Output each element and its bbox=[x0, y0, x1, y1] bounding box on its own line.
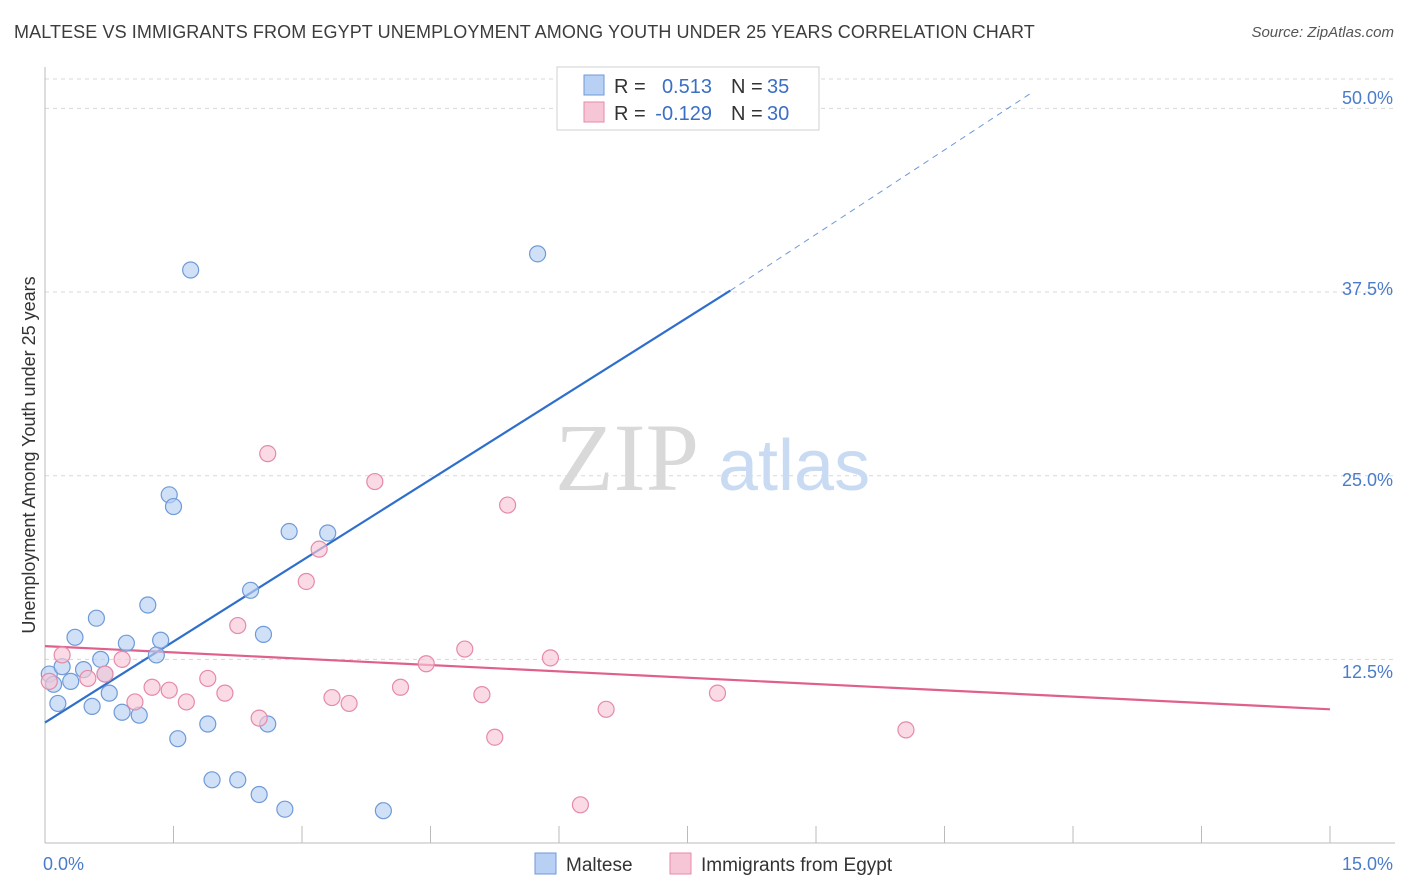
egypt-point-15 bbox=[310, 540, 328, 558]
maltese-point-13 bbox=[117, 634, 135, 652]
bottom-legend-label-maltese: Maltese bbox=[566, 855, 633, 876]
egypt-point-17 bbox=[340, 694, 358, 713]
chart-title: MALTESE VS IMMIGRANTS FROM EGYPT UNEMPLO… bbox=[14, 22, 1035, 42]
maltese-point-20 bbox=[169, 730, 187, 748]
maltese-point-21 bbox=[182, 261, 200, 279]
egypt-point-8 bbox=[177, 693, 195, 711]
y-tick-label-25: 25.0% bbox=[1342, 470, 1393, 490]
egypt-point-10 bbox=[216, 684, 234, 702]
egypt-point-12 bbox=[250, 709, 268, 727]
egypt-point-4 bbox=[113, 650, 131, 668]
y-tick-label-37-5: 37.5% bbox=[1342, 279, 1393, 299]
maltese-point-27 bbox=[254, 625, 273, 643]
legend-n-value-maltese: 35 bbox=[767, 76, 789, 98]
egypt-point-26 bbox=[571, 796, 590, 814]
maltese-point-26 bbox=[250, 785, 268, 804]
watermark-atlas: atlas bbox=[718, 426, 870, 506]
maltese-point-4 bbox=[62, 672, 80, 690]
egypt-point-28 bbox=[708, 684, 727, 702]
maltese-point-8 bbox=[87, 609, 106, 627]
egypt-point-22 bbox=[473, 686, 491, 704]
y-tick-label-12-5: 12.5% bbox=[1342, 662, 1393, 682]
trend-line-egypt bbox=[44, 645, 1331, 711]
top-legend: R = 0.513 N = 35 R = -0.129 N = 30 bbox=[556, 66, 820, 131]
maltese-point-25 bbox=[242, 581, 260, 599]
bottom-legend-swatch-maltese bbox=[534, 852, 557, 875]
egypt-point-23 bbox=[486, 728, 504, 746]
bottom-legend: Maltese Immigrants from Egypt bbox=[534, 852, 893, 876]
egypt-point-19 bbox=[391, 678, 410, 696]
egypt-point-5 bbox=[126, 693, 144, 711]
x-tick-label-min: 0.0% bbox=[43, 854, 84, 874]
egypt-point-21 bbox=[456, 640, 474, 658]
legend-r-label-egypt: R = bbox=[614, 103, 646, 125]
maltese-point-33 bbox=[528, 245, 547, 263]
maltese-point-12 bbox=[113, 703, 131, 721]
watermark-zip: ZIP bbox=[555, 404, 699, 511]
maltese-point-11 bbox=[100, 684, 118, 702]
legend-n-label-maltese: N = bbox=[731, 76, 763, 98]
egypt-point-16 bbox=[323, 688, 341, 707]
egypt-point-13 bbox=[259, 445, 277, 463]
grid-lines bbox=[45, 78, 1395, 660]
maltese-point-22 bbox=[199, 715, 217, 733]
egypt-point-27 bbox=[597, 700, 615, 718]
bottom-legend-swatch-egypt bbox=[669, 852, 692, 875]
egypt-point-9 bbox=[199, 669, 217, 688]
legend-swatch-maltese bbox=[583, 74, 605, 96]
maltese-point-15 bbox=[139, 596, 157, 614]
legend-n-label-egypt: N = bbox=[731, 103, 763, 125]
maltese-point-32 bbox=[374, 802, 392, 820]
maltese-point-7 bbox=[83, 697, 101, 715]
legend-r-label-maltese: R = bbox=[614, 76, 646, 98]
egypt-point-29 bbox=[897, 721, 915, 739]
maltese-point-17 bbox=[152, 631, 170, 649]
egypt-point-25 bbox=[541, 649, 560, 667]
egypt-point-14 bbox=[297, 572, 315, 591]
maltese-point-31 bbox=[319, 524, 337, 542]
maltese-point-5 bbox=[66, 628, 84, 646]
maltese-point-9 bbox=[92, 650, 110, 668]
maltese-point-16 bbox=[147, 646, 165, 664]
legend-r-value-maltese: 0.513 bbox=[662, 76, 712, 98]
maltese-point-19 bbox=[164, 497, 183, 516]
source-label: Source: ZipAtlas.com bbox=[1251, 24, 1394, 41]
legend-n-value-egypt: 30 bbox=[767, 103, 789, 125]
egypt-point-2 bbox=[79, 669, 97, 688]
data-points bbox=[40, 113, 915, 820]
egypt-point-3 bbox=[96, 665, 114, 683]
y-tick-label-50: 50.0% bbox=[1342, 88, 1393, 108]
x-tick-label-max: 15.0% bbox=[1342, 854, 1393, 874]
maltese-point-30 bbox=[280, 522, 298, 541]
maltese-point-29 bbox=[276, 800, 294, 818]
maltese-point-2 bbox=[49, 694, 67, 713]
y-axis-label: Unemployment Among Youth under 25 years bbox=[19, 276, 39, 633]
x-axis-ticks bbox=[44, 826, 1331, 843]
egypt-point-11 bbox=[229, 616, 247, 635]
egypt-point-6 bbox=[143, 678, 161, 696]
egypt-point-24 bbox=[499, 496, 517, 514]
legend-swatch-egypt bbox=[583, 101, 605, 123]
egypt-point-20 bbox=[417, 655, 435, 673]
trend-line-maltese-extension bbox=[730, 93, 1031, 291]
maltese-point-23 bbox=[203, 771, 221, 789]
maltese-point-24 bbox=[229, 771, 247, 789]
bottom-legend-label-egypt: Immigrants from Egypt bbox=[701, 855, 893, 876]
legend-r-value-egypt: -0.129 bbox=[655, 103, 712, 125]
egypt-point-1 bbox=[53, 646, 71, 664]
egypt-point-18 bbox=[366, 472, 384, 491]
egypt-point-0 bbox=[40, 672, 58, 690]
egypt-point-7 bbox=[160, 681, 178, 699]
